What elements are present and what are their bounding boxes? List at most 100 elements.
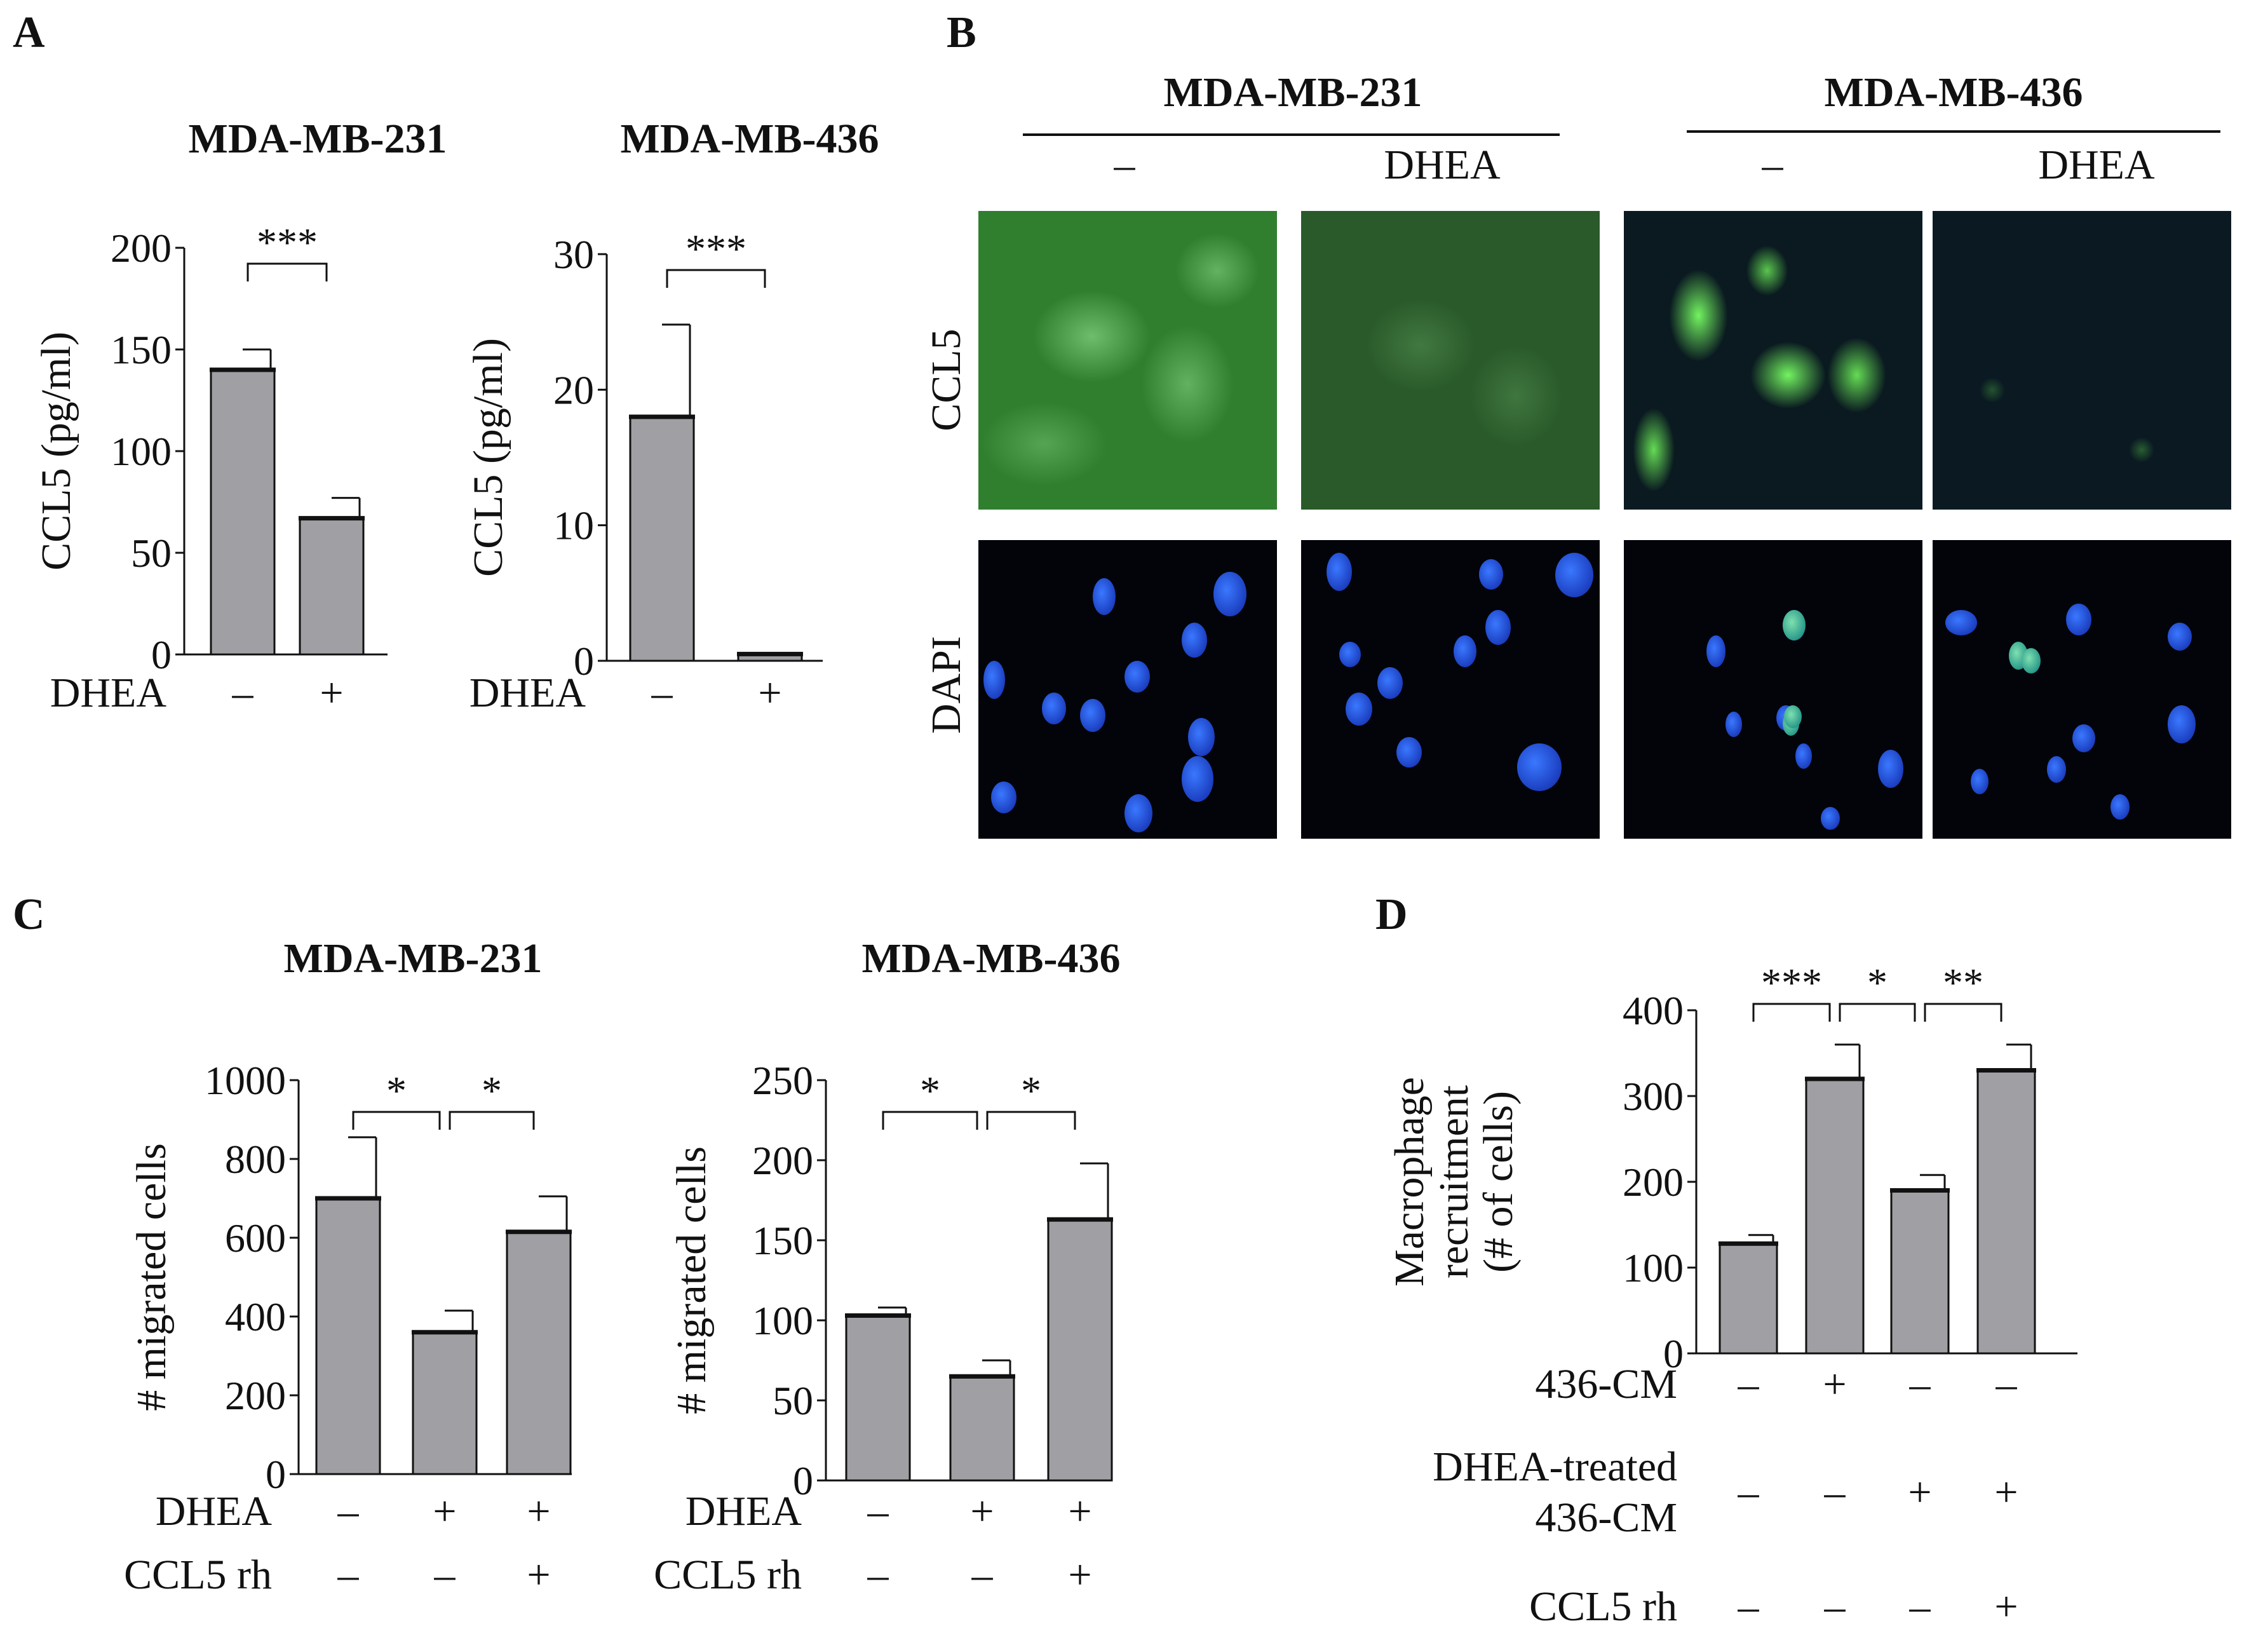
- y-axis-label-line: (# of cells): [1475, 1091, 1522, 1273]
- panel-b-row-ccl5-label: CCL5: [923, 328, 969, 431]
- y-tick-label: 10: [553, 503, 594, 548]
- chart-title: MDA-MB-231: [189, 116, 447, 162]
- y-tick-label: 100: [1623, 1245, 1684, 1290]
- bar: [210, 369, 276, 656]
- y-axis-label: CCL5 (pg/ml): [465, 338, 511, 577]
- ccl5-image-436-dhea: [1933, 211, 2231, 510]
- significance-bracket: [666, 269, 766, 288]
- y-tick-label: 100: [111, 429, 172, 474]
- treatment-symbol: +: [1994, 1583, 2018, 1630]
- treatment-symbol: –: [1996, 1361, 2018, 1407]
- treatment-symbol: +: [1823, 1361, 1846, 1407]
- bar: [315, 1197, 381, 1475]
- significance-bracket: [449, 1111, 535, 1130]
- treatment-symbol: –: [434, 1552, 456, 1598]
- treatment-symbol: +: [758, 670, 781, 716]
- treatment-symbol: +: [1068, 1488, 1091, 1534]
- y-tick-label: 800: [225, 1137, 286, 1182]
- y-tick-label: 50: [773, 1378, 813, 1423]
- bar: [1890, 1189, 1950, 1355]
- y-axis-label: # migrated cells: [128, 1143, 175, 1411]
- y-tick-label: 250: [752, 1058, 813, 1103]
- panel-b-row-dapi-label: DAPI: [923, 636, 969, 735]
- chart-c2-group: MDA-MB-436 0 50 100 150 200 250 # migrated cell…: [654, 935, 1120, 1598]
- panel-b-col-436-control: –: [1762, 142, 1783, 188]
- significance-label: ***: [257, 220, 318, 265]
- bar: [299, 517, 365, 656]
- panel-b-col-231-dhea: DHEA: [1384, 142, 1501, 188]
- dapi-image-436-control: [1624, 540, 1922, 839]
- chart-a1-group: MDA-MB-231 0 50 100 150 200 CCL5 (pg/ml) *** DHE…: [33, 116, 447, 716]
- bar: [1805, 1078, 1865, 1355]
- chart-a2-group: MDA-MB-436 0 10 20 30 CCL5 (pg/ml) *** DHEA – +: [465, 116, 879, 716]
- panel-b-group-231: MDA-MB-231: [1163, 69, 1422, 116]
- y-axis-label: CCL5 (pg/ml): [33, 332, 79, 571]
- significance-bracket: [246, 262, 328, 281]
- y-axis-label-line: recruitment: [1431, 1085, 1477, 1278]
- treatment-symbol: –: [232, 670, 254, 716]
- treatment-symbol: –: [1824, 1469, 1846, 1515]
- ccl5-image-436-control: [1624, 211, 1922, 510]
- row-label: DHEA: [685, 1488, 802, 1534]
- significance-bracket: [1924, 1003, 2002, 1022]
- bar: [1976, 1069, 2036, 1355]
- significance-bracket: [1752, 1003, 1831, 1022]
- significance-label: *: [920, 1068, 940, 1113]
- y-tick-label: 0: [793, 1458, 813, 1503]
- panel-letter-b: B: [947, 8, 976, 57]
- treatment-symbol: –: [1824, 1583, 1846, 1630]
- y-tick-label: 0: [574, 639, 594, 684]
- treatment-symbol: –: [867, 1552, 889, 1598]
- panel-b-col-231-control: –: [1114, 142, 1135, 188]
- y-tick-label: 150: [752, 1218, 813, 1263]
- chart-title: MDA-MB-436: [862, 935, 1121, 982]
- treatment-symbol: –: [1909, 1583, 1931, 1630]
- panel-letter-c: C: [13, 890, 45, 939]
- y-tick-label: 400: [1623, 988, 1684, 1033]
- treatment-symbol: –: [1738, 1583, 1760, 1630]
- panel-b-group-436: MDA-MB-436: [1824, 69, 2083, 116]
- chart-a-mda-mb-231: MDA-MB-231 0 50 100 150 200 CCL5 (pg/ml) *** DHE…: [33, 116, 447, 716]
- dapi-image-436-dhea: [1933, 540, 2231, 839]
- bar: [845, 1314, 911, 1482]
- y-tick-label: 20: [553, 367, 594, 412]
- ccl5-image-231-dhea: [1301, 211, 1600, 510]
- row-label: CCL5 rh: [124, 1552, 272, 1598]
- significance-label: ***: [685, 226, 746, 271]
- row-label: CCL5 rh: [654, 1552, 802, 1598]
- treatment-symbol: –: [867, 1488, 889, 1534]
- bar: [412, 1331, 478, 1475]
- treatment-symbol: –: [1738, 1469, 1760, 1515]
- y-tick-label: 200: [225, 1373, 286, 1418]
- significance-bracket: [882, 1111, 978, 1130]
- panel-letter-a: A: [13, 8, 45, 57]
- ccl5-image-231-control: [978, 211, 1277, 510]
- row-label: 436-CM: [1535, 1494, 1677, 1541]
- significance-label: *: [1021, 1068, 1041, 1113]
- bar: [629, 416, 695, 662]
- y-tick-label: 0: [151, 632, 172, 677]
- significance-label: *: [482, 1068, 502, 1113]
- treatment-symbol: –: [971, 1552, 994, 1598]
- row-label: 436-CM: [1535, 1361, 1677, 1407]
- significance-bracket: [352, 1111, 441, 1130]
- y-tick-label: 200: [111, 226, 172, 271]
- treatment-symbol: +: [527, 1488, 550, 1534]
- significance-label: *: [1867, 960, 1887, 1005]
- treatment-symbol: +: [1994, 1469, 2018, 1515]
- treatment-symbol: +: [1068, 1552, 1091, 1598]
- treatment-symbol: +: [1908, 1469, 1931, 1515]
- y-tick-label: 30: [553, 232, 594, 277]
- panel-letter-d: D: [1375, 890, 1408, 939]
- chart-a-mda-mb-436: MDA-MB-436 0 10 20 30 CCL5 (pg/ml) *** DHEA – +: [465, 116, 879, 716]
- treatment-symbol: –: [1738, 1361, 1760, 1407]
- y-tick-label: 0: [1663, 1331, 1684, 1376]
- y-tick-label: 300: [1623, 1074, 1684, 1119]
- y-tick-label: 600: [225, 1215, 286, 1261]
- treatment-symbol: –: [337, 1488, 360, 1534]
- row-label: CCL5 rh: [1529, 1583, 1677, 1630]
- panel-b-group-231-rule: [1023, 133, 1560, 136]
